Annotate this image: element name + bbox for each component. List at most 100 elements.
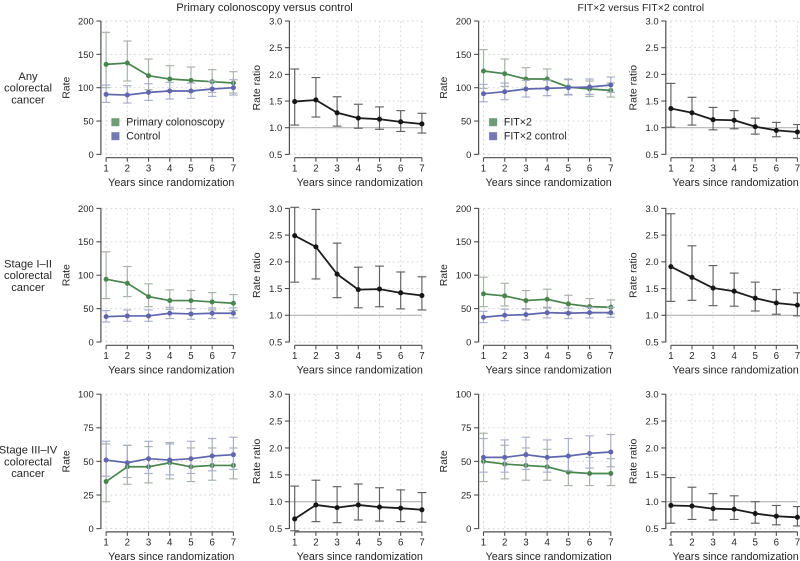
svg-text:5: 5 [753, 163, 758, 174]
svg-text:Years since randomization: Years since randomization [108, 551, 234, 561]
svg-text:3: 3 [334, 351, 339, 362]
svg-text:2.5: 2.5 [646, 230, 659, 241]
svg-text:7: 7 [795, 351, 800, 362]
svg-text:4: 4 [356, 351, 362, 362]
svg-text:6: 6 [209, 351, 214, 362]
svg-text:5: 5 [566, 538, 571, 549]
svg-text:2.0: 2.0 [646, 442, 659, 453]
svg-text:7: 7 [231, 163, 236, 174]
svg-text:7: 7 [795, 538, 800, 549]
svg-text:6: 6 [774, 538, 779, 549]
svg-text:Primary colonoscopy versus con: Primary colonoscopy versus control [176, 2, 353, 14]
svg-text:Rate: Rate [438, 450, 450, 472]
svg-text:100: 100 [78, 82, 94, 93]
svg-text:3.0: 3.0 [646, 15, 659, 26]
svg-text:1.5: 1.5 [269, 95, 282, 106]
svg-text:2.0: 2.0 [269, 69, 282, 80]
svg-text:2: 2 [689, 351, 694, 362]
svg-text:5: 5 [377, 163, 382, 174]
svg-text:100: 100 [78, 270, 94, 281]
svg-text:3.0: 3.0 [269, 389, 282, 400]
svg-text:50: 50 [461, 115, 471, 126]
svg-text:3.0: 3.0 [646, 203, 659, 214]
svg-text:7: 7 [231, 538, 236, 549]
svg-text:0.5: 0.5 [269, 523, 282, 534]
svg-text:1.0: 1.0 [269, 310, 282, 321]
svg-text:25: 25 [83, 489, 93, 500]
svg-text:Control: Control [126, 131, 160, 143]
svg-text:Rate ratio: Rate ratio [627, 65, 639, 111]
svg-text:1.5: 1.5 [269, 469, 282, 480]
svg-text:2: 2 [689, 163, 694, 174]
svg-text:7: 7 [608, 351, 613, 362]
svg-text:1.5: 1.5 [646, 469, 659, 480]
svg-text:Rate: Rate [61, 76, 73, 98]
svg-text:1.5: 1.5 [646, 283, 659, 294]
svg-text:3.0: 3.0 [646, 389, 659, 400]
svg-text:0.5: 0.5 [269, 336, 282, 347]
svg-text:1.0: 1.0 [269, 122, 282, 133]
svg-text:2.5: 2.5 [646, 42, 659, 53]
svg-text:Years since randomization: Years since randomization [673, 177, 799, 189]
svg-text:Stage I–II: Stage I–II [4, 258, 52, 270]
svg-text:50: 50 [461, 303, 471, 314]
svg-text:5: 5 [753, 351, 758, 362]
svg-text:3: 3 [146, 538, 151, 549]
svg-text:200: 200 [78, 203, 94, 214]
svg-text:6: 6 [587, 163, 592, 174]
svg-text:100: 100 [456, 389, 472, 400]
svg-text:Years since randomization: Years since randomization [486, 177, 612, 189]
svg-text:100: 100 [456, 82, 472, 93]
svg-text:4: 4 [731, 538, 737, 549]
svg-text:25: 25 [461, 489, 471, 500]
svg-text:50: 50 [461, 456, 471, 467]
svg-text:FIT×2: FIT×2 [504, 117, 532, 129]
svg-text:3: 3 [146, 351, 151, 362]
svg-text:2.0: 2.0 [646, 256, 659, 267]
svg-text:4: 4 [544, 538, 550, 549]
svg-text:cancer: cancer [11, 94, 45, 106]
svg-text:100: 100 [456, 270, 472, 281]
svg-text:7: 7 [419, 538, 424, 549]
svg-text:0: 0 [466, 336, 471, 347]
svg-text:2: 2 [502, 538, 507, 549]
svg-text:Years since randomization: Years since randomization [108, 177, 234, 189]
svg-text:FIT×2 control: FIT×2 control [504, 131, 567, 143]
svg-text:6: 6 [774, 163, 779, 174]
svg-text:3.0: 3.0 [269, 203, 282, 214]
svg-text:2: 2 [313, 538, 318, 549]
svg-text:cancer: cancer [11, 468, 45, 480]
svg-text:0: 0 [466, 523, 471, 534]
svg-text:3: 3 [710, 538, 715, 549]
svg-text:2.5: 2.5 [269, 230, 282, 241]
svg-text:Rate: Rate [438, 264, 450, 286]
svg-text:Rate ratio: Rate ratio [627, 438, 639, 484]
svg-text:Years since randomization: Years since randomization [673, 365, 799, 377]
svg-text:7: 7 [795, 163, 800, 174]
svg-text:2: 2 [125, 538, 130, 549]
svg-text:0.5: 0.5 [646, 336, 659, 347]
svg-text:2: 2 [502, 163, 507, 174]
svg-text:0.5: 0.5 [646, 149, 659, 160]
svg-text:Years since randomization: Years since randomization [486, 365, 612, 377]
svg-text:Any: Any [18, 71, 38, 83]
svg-text:75: 75 [461, 422, 471, 433]
svg-text:1: 1 [668, 538, 673, 549]
svg-text:200: 200 [456, 15, 472, 26]
svg-text:1.0: 1.0 [269, 496, 282, 507]
svg-text:6: 6 [398, 538, 403, 549]
svg-text:6: 6 [398, 351, 403, 362]
svg-text:1: 1 [103, 538, 108, 549]
svg-text:Years since randomization: Years since randomization [108, 365, 234, 377]
svg-text:6: 6 [398, 163, 403, 174]
svg-text:1.5: 1.5 [269, 283, 282, 294]
svg-text:Years since randomization: Years since randomization [673, 551, 799, 561]
svg-text:colorectal: colorectal [4, 456, 52, 468]
svg-text:4: 4 [167, 163, 173, 174]
svg-text:Rate: Rate [438, 76, 450, 98]
svg-text:1: 1 [668, 163, 673, 174]
svg-text:Stage III–IV: Stage III–IV [0, 445, 58, 457]
svg-text:2.5: 2.5 [269, 42, 282, 53]
svg-text:7: 7 [608, 163, 613, 174]
svg-text:0.5: 0.5 [646, 523, 659, 534]
